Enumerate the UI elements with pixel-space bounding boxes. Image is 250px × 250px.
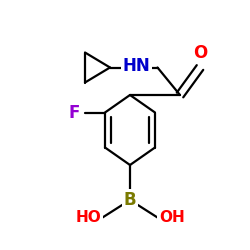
Text: HN: HN [122, 57, 150, 75]
Text: F: F [68, 104, 80, 122]
Text: OH: OH [159, 210, 184, 225]
Text: HO: HO [76, 210, 101, 225]
Text: B: B [124, 191, 136, 209]
Text: O: O [193, 44, 207, 62]
